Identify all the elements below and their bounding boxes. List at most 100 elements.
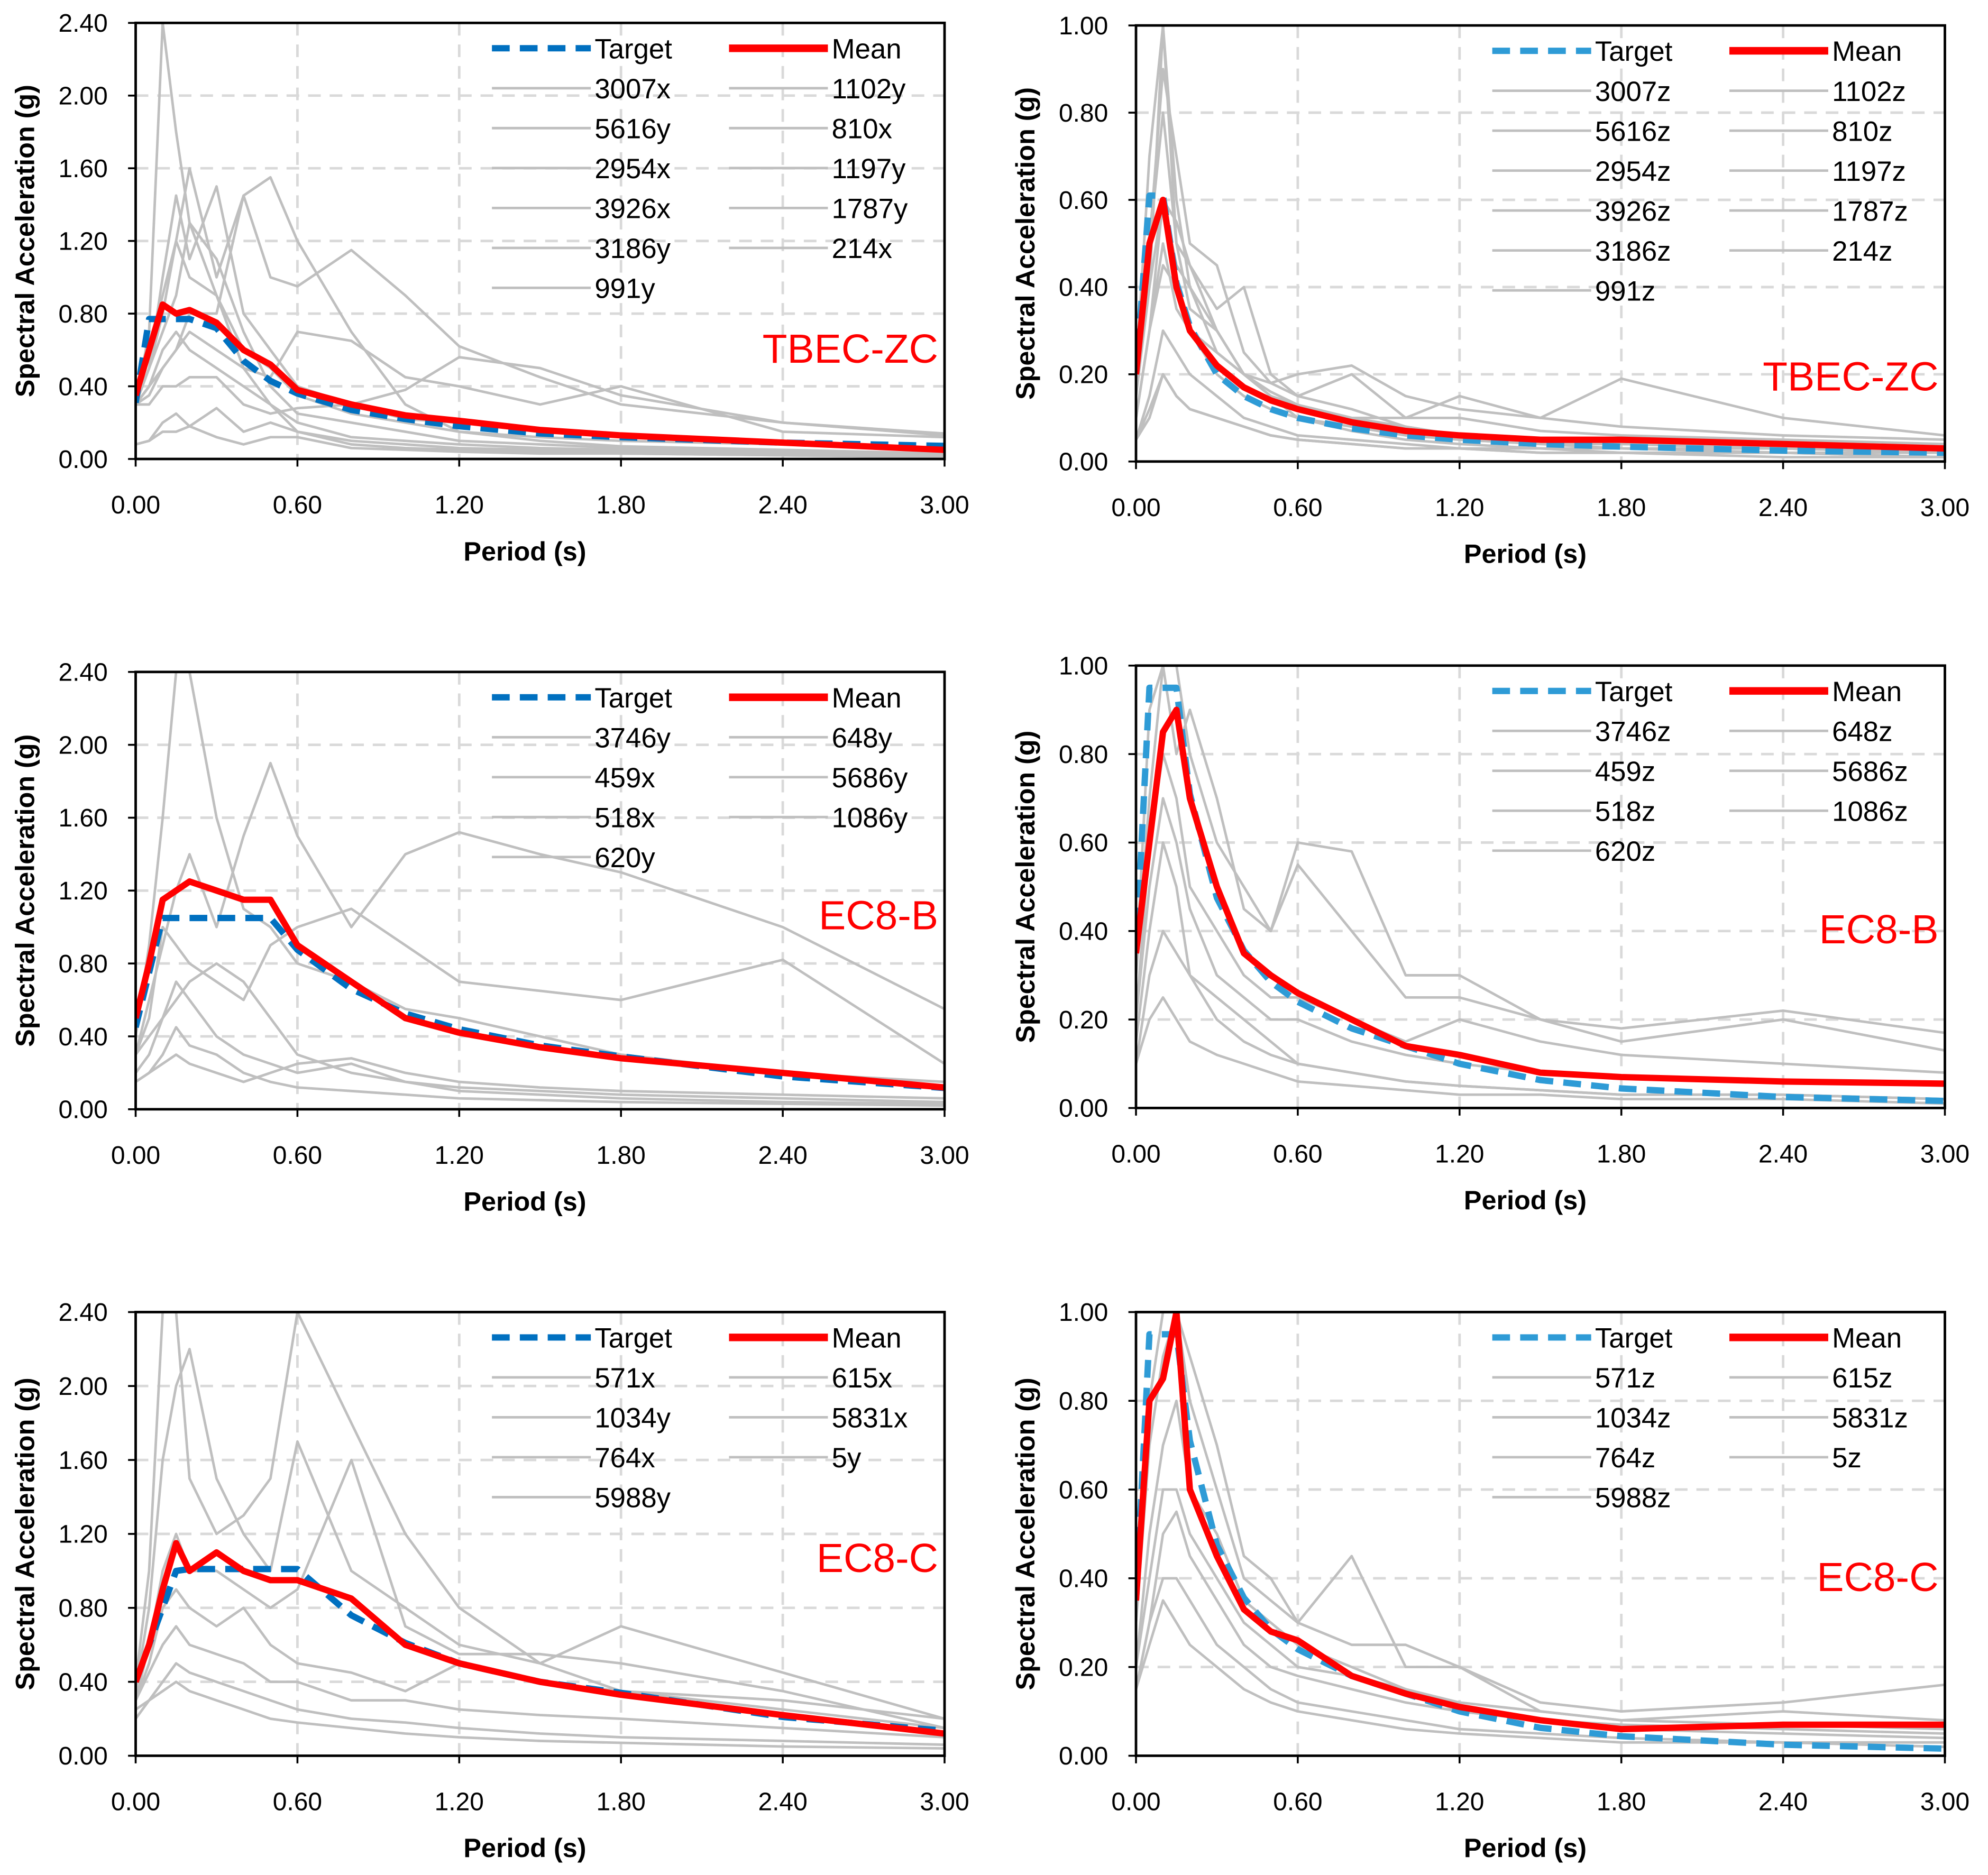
y-tick-label: 1.60 <box>58 804 107 832</box>
record-line-1197z <box>1136 329 1945 459</box>
y-tick-label: 0.80 <box>1059 741 1108 769</box>
legend-label: 1102y <box>832 73 906 105</box>
legend-label: Target <box>1595 36 1673 67</box>
legend-label: 5686y <box>832 762 908 794</box>
x-axis-title: Period (s) <box>463 536 586 566</box>
x-tick-label: 0.00 <box>111 491 160 519</box>
y-tick-label: 0.80 <box>1059 1387 1108 1416</box>
legend-label: 1086z <box>1832 796 1908 827</box>
record-line-5988z <box>1136 1599 1945 1749</box>
legend-label: 810z <box>1832 116 1892 147</box>
x-tick-label: 0.00 <box>111 1142 160 1170</box>
x-tick-label: 2.40 <box>1758 494 1808 522</box>
record-line-648z <box>1136 665 1945 1034</box>
y-tick-label: 0.40 <box>58 373 107 401</box>
x-tick-label: 2.40 <box>1758 1141 1808 1169</box>
record-line-810z <box>1136 198 1945 437</box>
x-tick-label: 3.00 <box>920 1788 969 1816</box>
y-tick-label: 2.40 <box>58 10 107 38</box>
legend: Target Mean 3746z 648z 459z 5686z 518z 1086z 620… <box>1492 676 1908 867</box>
legend-label: 1197y <box>832 153 906 185</box>
mean-line <box>135 1540 945 1737</box>
legend-label: 764x <box>594 1442 655 1474</box>
record-line-764z <box>1136 1510 1945 1740</box>
x-tick-label: 1.20 <box>435 1142 484 1170</box>
legend-label: 810x <box>832 113 892 144</box>
x-tick-label: 0.60 <box>1273 1141 1322 1169</box>
record-line-615z <box>1136 1312 1945 1722</box>
y-tick-label: 0.80 <box>1059 99 1108 127</box>
record-line-615x <box>135 1348 945 1720</box>
y-tick-label: 0.60 <box>1059 1476 1108 1504</box>
y-tick-label: 0.00 <box>1059 1742 1108 1770</box>
record-line-2954z <box>1136 242 1945 441</box>
x-axis-title: Period (s) <box>463 1187 586 1217</box>
panel-label: EC8-C <box>1817 1555 1938 1600</box>
legend-label: 5988z <box>1595 1483 1671 1514</box>
legend-label: 648y <box>832 722 893 753</box>
y-axis-title: Spectral Acceleration (g) <box>1010 731 1040 1043</box>
record-line-3007x <box>135 23 945 452</box>
record-line-459x <box>135 907 945 1065</box>
y-axis-title: Spectral Acceleration (g) <box>10 85 40 397</box>
x-tick-label: 0.60 <box>1273 1788 1322 1816</box>
x-axis-title: Period (s) <box>1464 1833 1587 1863</box>
chart-panel-3: 0.00 0.60 1.20 1.80 2.40 3.00 0.00 0.40 0.80 1.20… <box>10 659 969 1217</box>
x-tick-label: 1.20 <box>1435 1788 1484 1816</box>
legend-label: 991z <box>1595 275 1655 307</box>
plot-frame <box>1134 24 1946 463</box>
legend-label: 3926z <box>1595 196 1671 227</box>
y-tick-label: 0.60 <box>1059 829 1108 857</box>
mean-line <box>1136 706 1945 1087</box>
series-group <box>135 1312 945 1750</box>
y-tick-label: 1.60 <box>58 1447 107 1475</box>
panel-label: TBEC-ZC <box>1763 355 1938 400</box>
record-line-2954x <box>135 330 945 439</box>
x-tick-label: 0.60 <box>1273 494 1322 522</box>
legend-label: 615x <box>832 1363 892 1394</box>
legend-label: 3007z <box>1595 76 1671 107</box>
y-tick-label: 2.40 <box>58 1299 107 1327</box>
legend-label: 764z <box>1595 1442 1655 1474</box>
mean-line <box>1136 197 1945 452</box>
y-tick-label: 1.00 <box>1059 652 1108 681</box>
legend-label: 5686z <box>1832 756 1908 787</box>
legend-label: 2954x <box>594 153 671 185</box>
legend-label: 615z <box>1832 1363 1892 1394</box>
x-axis-title: Period (s) <box>1464 539 1587 569</box>
legend-label: 3926x <box>594 194 671 225</box>
y-tick-label: 2.00 <box>58 82 107 111</box>
target-line <box>1136 1331 1945 1752</box>
y-tick-label: 0.00 <box>1059 1095 1108 1123</box>
record-line-571x <box>135 1312 945 1730</box>
y-tick-label: 2.40 <box>58 659 107 687</box>
legend: Target Mean 3746y 648y 459x 5686y 518x 1086y 620… <box>492 683 908 874</box>
x-tick-label: 2.40 <box>758 1142 807 1170</box>
y-tick-label: 0.20 <box>1059 1006 1108 1034</box>
y-tick-label: 2.00 <box>58 1373 107 1401</box>
record-line-5y <box>135 1662 945 1747</box>
legend-label: 5z <box>1832 1442 1862 1474</box>
record-line-1086y <box>135 1026 945 1107</box>
x-axis-title: Period (s) <box>463 1833 586 1863</box>
legend-label: 518z <box>1595 796 1655 827</box>
record-line-5988y <box>135 1680 945 1750</box>
y-tick-label: 0.40 <box>58 1668 107 1696</box>
record-line-5686y <box>135 962 945 1104</box>
legend-label: 1034z <box>1595 1403 1671 1434</box>
y-tick-label: 1.00 <box>1059 12 1108 40</box>
x-tick-label: 0.60 <box>273 1142 322 1170</box>
x-tick-label: 0.00 <box>111 1788 160 1816</box>
y-axis-title: Spectral Acceleration (g) <box>10 1377 40 1690</box>
chart-panel-2: 0.00 0.60 1.20 1.80 2.40 3.00 0.00 0.20 0.40 0.60… <box>1010 12 1969 569</box>
mean-line <box>135 878 945 1091</box>
y-tick-label: 0.80 <box>58 1595 107 1623</box>
record-line-5z <box>1136 1577 1945 1744</box>
legend-label: 571z <box>1595 1363 1655 1394</box>
legend-label: Mean <box>1832 36 1902 67</box>
y-tick-label: 0.80 <box>58 950 107 978</box>
y-tick-label: 0.60 <box>1059 187 1108 215</box>
y-tick-label: 1.60 <box>58 155 107 183</box>
x-tick-label: 3.00 <box>1920 1141 1969 1169</box>
y-tick-label: 1.20 <box>58 877 107 905</box>
